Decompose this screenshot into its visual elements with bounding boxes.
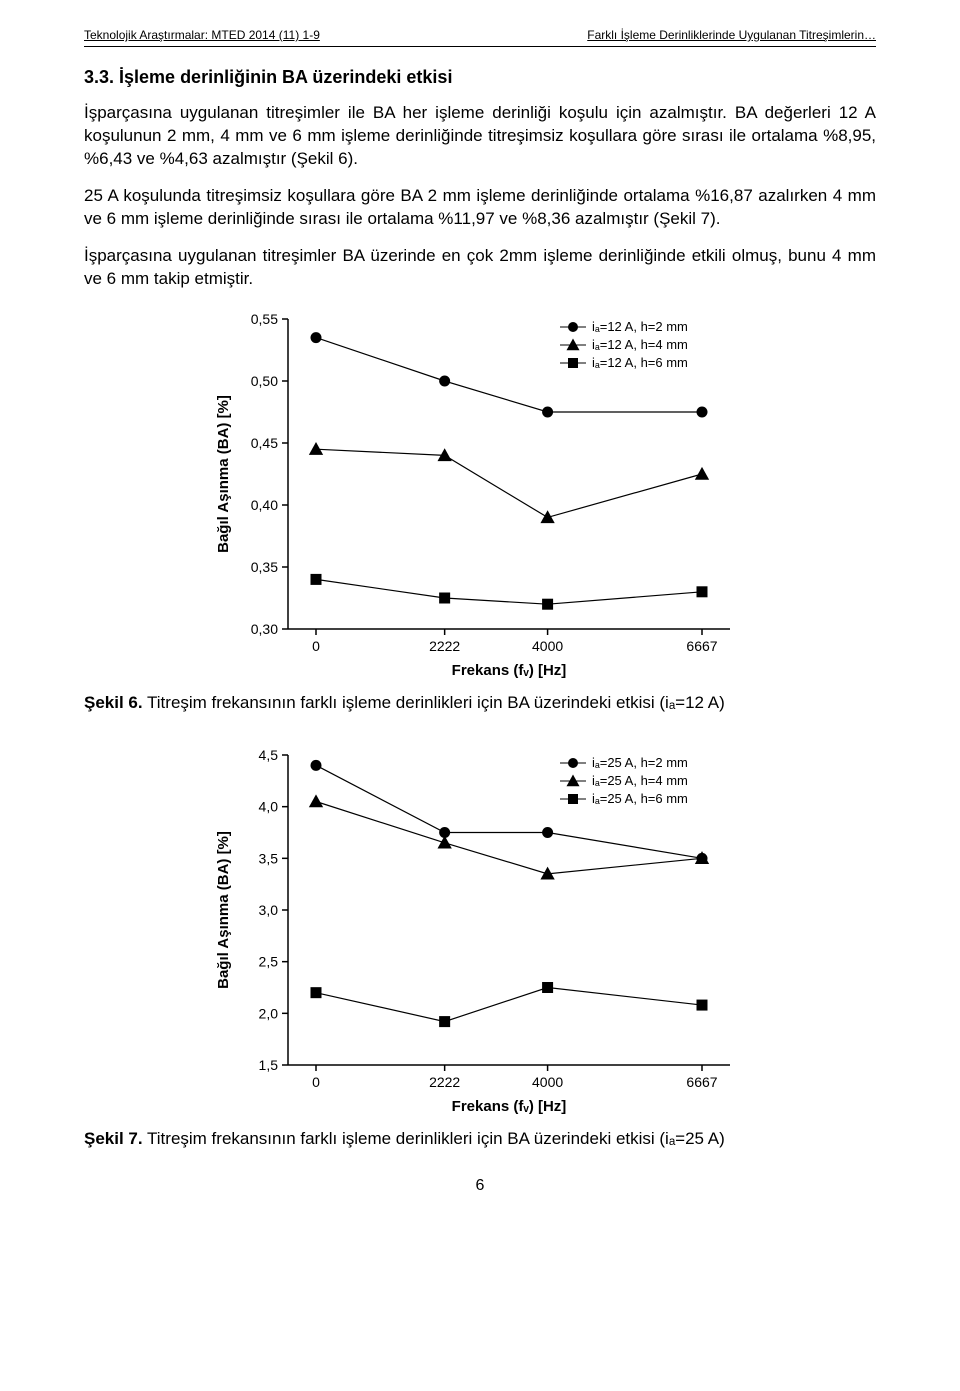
- svg-text:2222: 2222: [429, 1074, 460, 1090]
- svg-text:2222: 2222: [429, 638, 460, 654]
- svg-text:3,5: 3,5: [259, 850, 279, 866]
- page: Teknolojik Araştırmalar: MTED 2014 (11) …: [0, 0, 960, 1235]
- paragraph-1: İşparçasına uygulanan titreşimler ile BA…: [84, 102, 876, 171]
- paragraph-2: 25 A koşulunda titreşimsiz koşullara gör…: [84, 185, 876, 231]
- svg-text:iₐ=12 A, h=2 mm: iₐ=12 A, h=2 mm: [592, 319, 688, 334]
- running-head-right: Farklı İşleme Derinliklerinde Uygulanan …: [587, 28, 876, 42]
- svg-text:0: 0: [312, 638, 320, 654]
- figure-7-caption-text: Titreşim frekansının farklı işleme derin…: [143, 1129, 725, 1148]
- figure-7-caption-label: Şekil 7.: [84, 1129, 143, 1148]
- svg-text:iₐ=12 A, h=4 mm: iₐ=12 A, h=4 mm: [592, 337, 688, 352]
- running-head: Teknolojik Araştırmalar: MTED 2014 (11) …: [84, 28, 876, 47]
- figure-6: 0,30 0,35 0,40 0,45 0,50 0,55 0 2222 4000 6667 Fre…: [210, 305, 750, 685]
- running-head-left: Teknolojik Araştırmalar: MTED 2014 (11) …: [84, 28, 320, 42]
- svg-text:2,5: 2,5: [259, 953, 279, 969]
- svg-text:0,30: 0,30: [251, 621, 278, 637]
- svg-text:4,0: 4,0: [259, 798, 279, 814]
- paragraph-3: İşparçasına uygulanan titreşimler BA üze…: [84, 245, 876, 291]
- svg-text:0: 0: [312, 1074, 320, 1090]
- figure-7: 1,5 2,0 2,5 3,0 3,5 4,0 4,5 0 2222 4000 6667 Frekan…: [210, 741, 750, 1121]
- svg-text:iₐ=25 A, h=4 mm: iₐ=25 A, h=4 mm: [592, 773, 688, 788]
- svg-text:iₐ=12 A, h=6 mm: iₐ=12 A, h=6 mm: [592, 355, 688, 370]
- page-number: 6: [84, 1177, 876, 1195]
- svg-text:0,45: 0,45: [251, 435, 278, 451]
- svg-text:2,0: 2,0: [259, 1005, 279, 1021]
- section-heading: 3.3. İşleme derinliğinin BA üzerindeki e…: [84, 67, 876, 88]
- svg-text:Bağıl Aşınma (BA) [%]: Bağıl Aşınma (BA) [%]: [215, 395, 232, 553]
- svg-text:0,40: 0,40: [251, 497, 278, 513]
- svg-text:4,5: 4,5: [259, 747, 279, 763]
- svg-text:Bağıl Aşınma (BA) [%]: Bağıl Aşınma (BA) [%]: [215, 831, 232, 989]
- svg-text:4000: 4000: [532, 638, 563, 654]
- svg-text:Frekans (fᵥ) [Hz]: Frekans (fᵥ) [Hz]: [452, 1098, 567, 1115]
- svg-text:0,50: 0,50: [251, 373, 278, 389]
- svg-text:0,55: 0,55: [251, 311, 278, 327]
- svg-text:1,5: 1,5: [259, 1057, 279, 1073]
- svg-text:6667: 6667: [686, 638, 717, 654]
- svg-text:3,0: 3,0: [259, 902, 279, 918]
- figure-6-caption-label: Şekil 6.: [84, 693, 143, 712]
- figure-6-caption: Şekil 6. Titreşim frekansının farklı işl…: [84, 693, 876, 713]
- figure-7-caption: Şekil 7. Titreşim frekansının farklı işl…: [84, 1129, 876, 1149]
- svg-text:iₐ=25 A, h=6 mm: iₐ=25 A, h=6 mm: [592, 791, 688, 806]
- svg-text:0,35: 0,35: [251, 559, 278, 575]
- svg-text:iₐ=25 A, h=2 mm: iₐ=25 A, h=2 mm: [592, 755, 688, 770]
- svg-text:6667: 6667: [686, 1074, 717, 1090]
- figure-6-caption-text: Titreşim frekansının farklı işleme derin…: [143, 693, 725, 712]
- svg-text:Frekans (fᵥ) [Hz]: Frekans (fᵥ) [Hz]: [452, 662, 567, 679]
- svg-text:4000: 4000: [532, 1074, 563, 1090]
